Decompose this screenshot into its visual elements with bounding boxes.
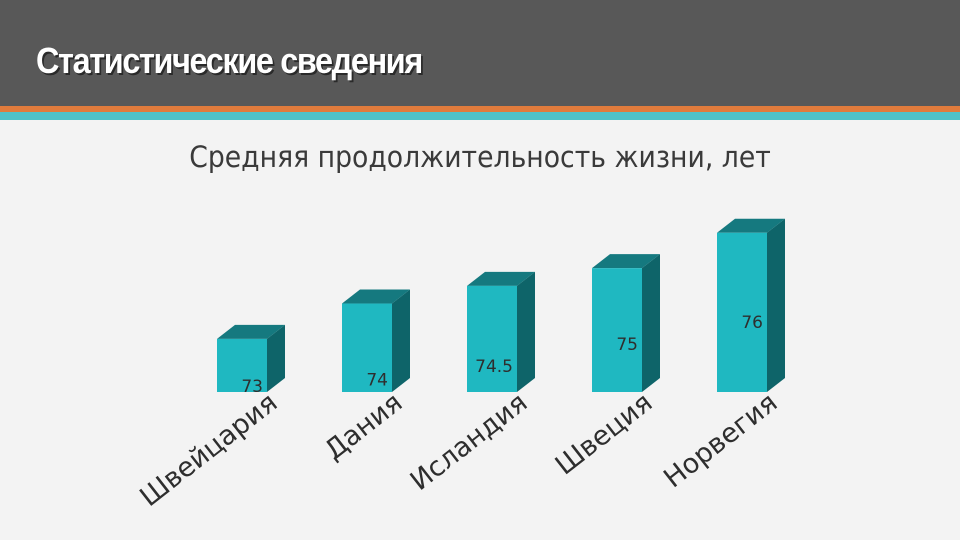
bar-4 (592, 254, 660, 392)
category-label-3: Исландия (405, 387, 534, 497)
category-label-5: Норвегия (658, 387, 783, 494)
bar-top (717, 218, 785, 233)
header-bar (0, 0, 960, 106)
bar-3 (467, 271, 535, 392)
header-accent-stripe-teal (0, 112, 960, 120)
page-title: Статистические сведения (36, 40, 423, 81)
category-label-2: Дания (319, 387, 408, 466)
bar-front (217, 338, 267, 392)
bar-top (217, 324, 285, 339)
bar-side (642, 254, 660, 392)
bar-front (717, 232, 767, 392)
bar-1 (217, 324, 285, 392)
data-label-1: 73 (241, 377, 263, 397)
category-label-4: Швеция (550, 387, 659, 481)
chart-title: Средняя продолжительность жизни, лет (189, 140, 771, 174)
bar-2 (342, 289, 410, 392)
data-label-3: 74.5 (475, 357, 513, 377)
bar-side (267, 324, 285, 392)
bar-top (342, 289, 410, 304)
bar-top (592, 254, 660, 269)
header-accent-stripe-orange (0, 106, 960, 112)
bar-side (392, 289, 410, 392)
bar-front (467, 285, 517, 392)
bar-front (592, 268, 642, 392)
data-label-2: 74 (366, 371, 388, 391)
bar-front (342, 303, 392, 392)
bar-side (767, 218, 785, 392)
data-label-5: 76 (741, 313, 763, 333)
bar-5 (717, 218, 785, 392)
data-label-4: 75 (616, 335, 638, 355)
category-label-1: Швейцария (134, 387, 283, 513)
bar-top (467, 271, 535, 286)
bar-side (517, 271, 535, 392)
